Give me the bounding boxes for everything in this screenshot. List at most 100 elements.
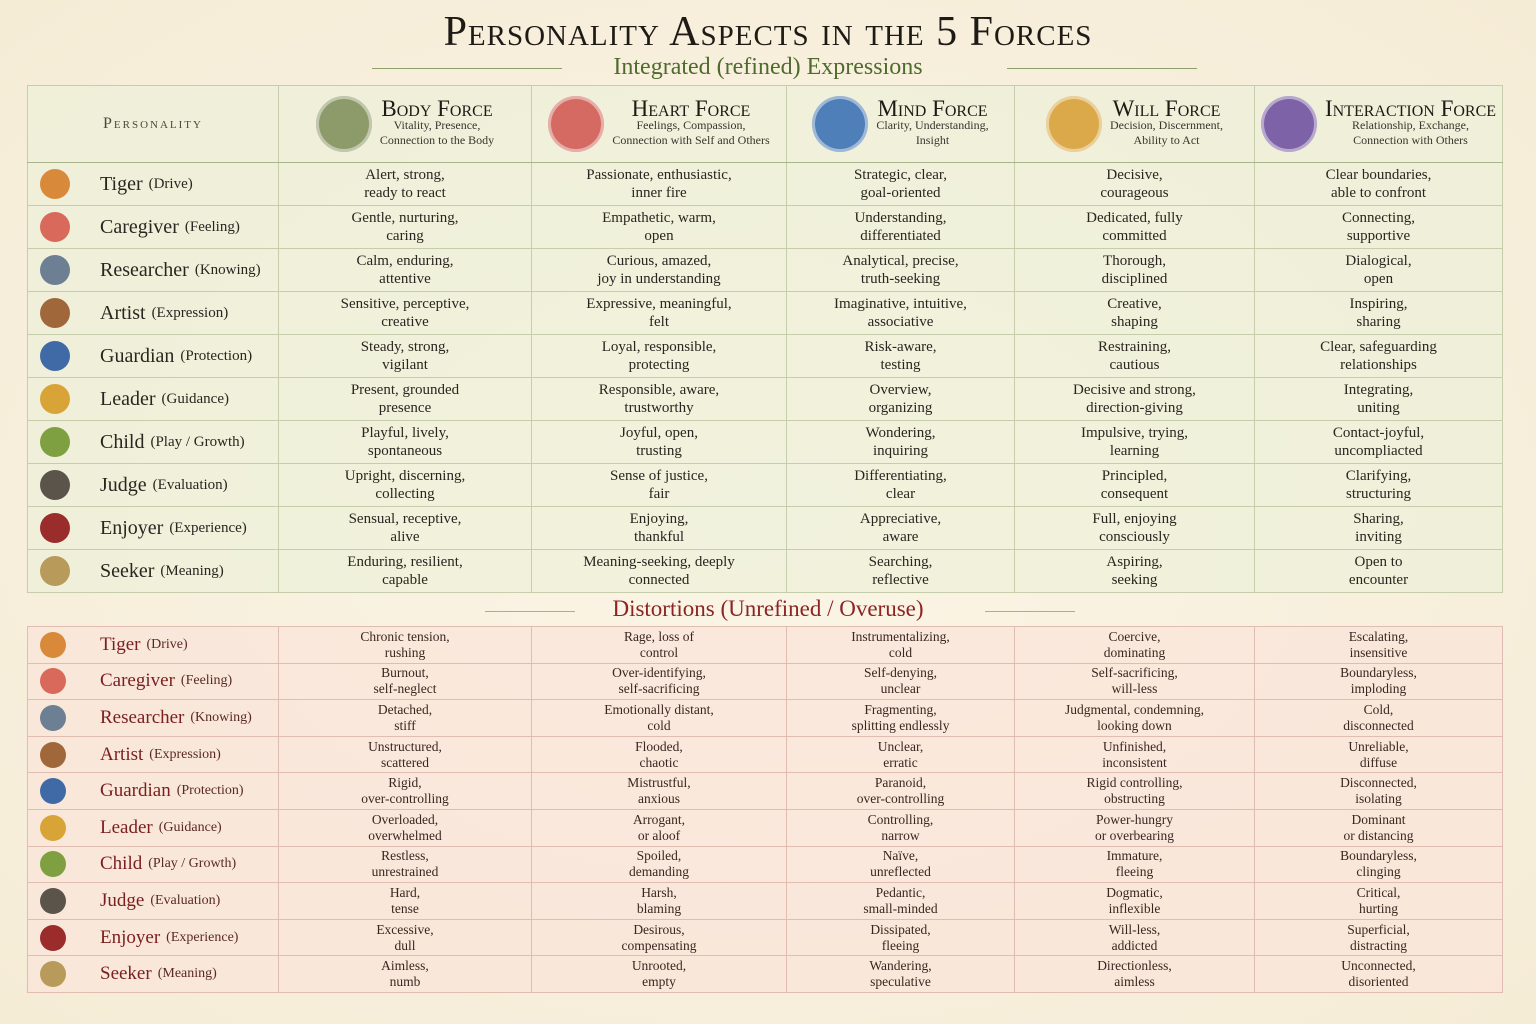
force-desc: Clarity, Understanding, (876, 118, 989, 132)
cell: Dialogical, open (1254, 248, 1503, 292)
personality-name: Enjoyer (100, 517, 164, 539)
cell: Present, grounded presence (278, 377, 532, 421)
personality-name: Judge (100, 474, 147, 496)
cell-line: Self-denying, (863, 665, 938, 681)
cell: Burnout, self-neglect (278, 662, 532, 701)
cell-line: joy in understanding (597, 271, 721, 287)
personality-name: Leader (100, 388, 156, 410)
cell-line: creative (381, 314, 429, 330)
cell-line: Detached, (377, 701, 433, 717)
cell-line: protecting (628, 357, 690, 373)
personality-icon (40, 851, 66, 878)
personality-name: Artist (100, 302, 146, 324)
row: Leader (Guidance) Overloaded, overwhelmed Ar… (27, 808, 1503, 847)
cell: Boundaryless, imploding (1254, 662, 1503, 701)
personality-icon (40, 778, 66, 805)
cell: Sensitive, perceptive, creative (278, 291, 532, 335)
force-name: Body Force (381, 96, 493, 121)
cell: Emotionally distant, cold (531, 699, 787, 737)
force-name: Will Force (1112, 96, 1221, 121)
cell-line: Expressive, meaningful, (586, 296, 732, 312)
cell-line: Risk-aware, (864, 339, 937, 355)
cell-line: presence (378, 400, 432, 416)
personality-cell: Leader (Guidance) (27, 377, 279, 421)
personality-aspect: (Expression) (149, 746, 221, 762)
cell-line: Sensitive, perceptive, (340, 296, 470, 312)
divider (985, 611, 1075, 612)
row: Guardian (Protection) Rigid, over-controlli… (27, 772, 1503, 810)
cell-line: sharing (1356, 314, 1401, 330)
divider (1007, 68, 1197, 69)
cell-line: Differentiating, (854, 468, 947, 484)
cell-line: Calm, enduring, (356, 253, 454, 269)
personality-icon (40, 298, 70, 328)
row: Judge (Evaluation) Upright, discerning, col… (27, 463, 1503, 507)
force-wrap: Interaction Force Relationship, Exchange,… (1255, 96, 1502, 152)
cell-line: hurting (1359, 900, 1398, 916)
cell-line: Chronic tension, (360, 628, 450, 644)
cell: Mistrustful, anxious (531, 772, 787, 810)
cell: Sense of justice, fair (531, 463, 787, 507)
cell-line: Contact-joyful, (1332, 425, 1425, 441)
personality-name: Guardian (100, 780, 171, 802)
cell-line: Impulsive, trying, (1080, 425, 1189, 441)
cell-line: Restless, (381, 848, 429, 864)
cell: Principled, consequent (1014, 463, 1255, 507)
cell-line: insensitive (1349, 644, 1408, 660)
cell: Restless, unrestrained (278, 845, 532, 884)
cell-line: narrow (881, 827, 920, 843)
force-header: Interaction Force Relationship, Exchange,… (1254, 85, 1503, 163)
cell-line: fleeing (1115, 864, 1154, 880)
cell-line: anxious (638, 791, 680, 807)
cell: Self-sacrificing, will-less (1014, 662, 1255, 701)
force-desc: Connection with Others (1353, 133, 1468, 147)
personality-aspect: (Knowing) (190, 709, 252, 725)
cell-line: Dogmatic, (1106, 884, 1163, 900)
cell: Imaginative, intuitive, associative (786, 291, 1015, 335)
personality-wrap: Researcher (Knowing) (28, 704, 278, 731)
cell: Overloaded, overwhelmed (278, 808, 532, 847)
cell-line: Gentle, nurturing, (351, 210, 459, 226)
cell-line: Overview, (869, 382, 932, 398)
personality-wrap: Enjoyer (Experience) (28, 513, 278, 543)
cell: Steady, strong, vigilant (278, 334, 532, 378)
cell: Spoiled, demanding (531, 845, 787, 884)
cell-line: Immature, (1106, 848, 1163, 864)
cell-line: Principled, (1101, 468, 1168, 484)
cell-line: Desirous, (633, 921, 685, 937)
cell-line: Spoiled, (636, 848, 682, 864)
cell-line: aimless (1114, 974, 1155, 990)
cell: Unrooted, empty (531, 955, 787, 993)
cell: Aspiring, seeking (1014, 549, 1255, 593)
cell-line: trustworthy (624, 400, 694, 416)
force-desc: Connection with Self and Others (612, 133, 770, 147)
personality-icon (40, 668, 66, 695)
cell-line: inconsistent (1102, 754, 1167, 770)
cell: Sharing, inviting (1254, 506, 1503, 550)
personality-aspect: (Protection) (176, 783, 244, 799)
cell: Gentle, nurturing, caring (278, 205, 532, 249)
cell: Inspiring, sharing (1254, 291, 1503, 335)
personality-wrap: Researcher (Knowing) (28, 255, 278, 285)
cell-line: Responsible, aware, (598, 382, 720, 398)
personality-wrap: Child (Play / Growth) (28, 427, 278, 457)
cell-line: dominating (1103, 644, 1166, 660)
cell-line: imploding (1350, 681, 1407, 697)
cell-line: Flooded, (635, 738, 683, 754)
cell-line: distracting (1350, 937, 1407, 953)
cell-line: Aspiring, (1106, 554, 1163, 570)
force-name: Heart Force (631, 96, 751, 121)
row: Caregiver (Feeling) Gentle, nurturing, cari… (27, 205, 1503, 249)
cell: Disconnected, isolating (1254, 772, 1503, 810)
cell-line: shaping (1111, 314, 1158, 330)
personality-cell: Judge (Evaluation) (27, 463, 279, 507)
personality-icon (40, 384, 70, 414)
personality-wrap: Seeker (Meaning) (28, 556, 278, 586)
personality-cell: Enjoyer (Experience) (27, 506, 279, 550)
cell-line: Directionless, (1097, 958, 1172, 974)
cell-line: over-controlling (856, 791, 945, 807)
personality-wrap: Child (Play / Growth) (28, 851, 278, 878)
cell-line: Strategic, clear, (853, 167, 948, 183)
cell-line: organizing (868, 400, 933, 416)
cell-line: Excessive, (376, 921, 434, 937)
